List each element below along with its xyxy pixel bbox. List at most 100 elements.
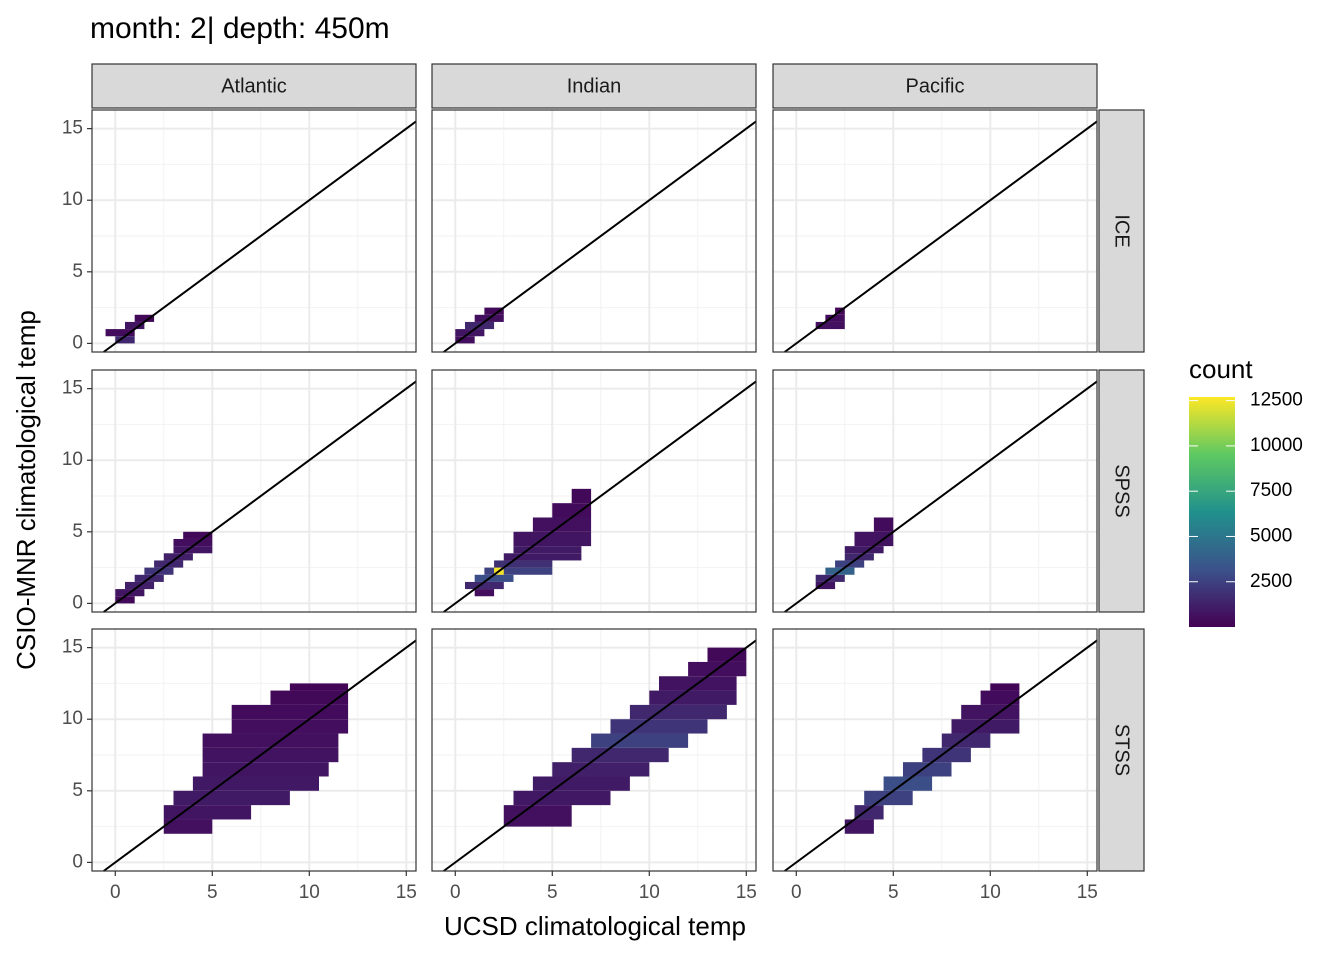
row-strip-label: STSS: [1111, 724, 1133, 776]
panel-border: [772, 369, 1098, 613]
tile: [202, 762, 329, 777]
tile: [173, 546, 213, 554]
column-strip: [431, 63, 757, 109]
y-tick-label: 10: [62, 449, 83, 470]
row-strip-label: SPSS: [1111, 464, 1133, 517]
tile: [173, 790, 290, 806]
panel-border: [431, 109, 757, 353]
tile: [571, 488, 592, 504]
tile: [513, 546, 582, 554]
column-strip-label: Atlantic: [221, 75, 287, 97]
panel-border: [91, 109, 417, 353]
tile: [961, 704, 1020, 720]
tile: [552, 762, 650, 777]
reference-line: [784, 380, 1098, 613]
y-axis-label: CSIO-MNR climatological temp: [11, 310, 41, 670]
tile: [134, 314, 155, 322]
tile: [864, 790, 913, 806]
x-tick-label: 10: [299, 882, 320, 903]
tile: [513, 531, 592, 547]
column-strip-label: Indian: [567, 75, 622, 97]
tile: [707, 647, 747, 662]
y-tick-label: 15: [62, 378, 83, 399]
tile: [484, 567, 553, 575]
tile: [474, 589, 495, 597]
tile: [464, 581, 504, 590]
colorbar-tick-label: 2500: [1250, 571, 1292, 592]
reference-line: [103, 639, 417, 872]
tile: [270, 690, 349, 705]
tile: [163, 819, 213, 834]
reference-line: [784, 639, 1098, 872]
tile: [629, 704, 727, 720]
y-tick-label: 10: [62, 708, 83, 729]
tile: [532, 776, 630, 791]
x-tick-label: 5: [547, 882, 558, 903]
legend-title: count: [1189, 354, 1253, 384]
tile: [854, 805, 884, 820]
reference-line: [784, 120, 1098, 353]
tile: [591, 733, 689, 748]
colorbar-tick-label: 5000: [1250, 525, 1292, 546]
x-tick-label: 15: [736, 882, 757, 903]
tile: [825, 314, 845, 322]
row-strip: [1098, 109, 1145, 353]
y-tick-label: 0: [72, 592, 83, 613]
tile: [552, 503, 592, 518]
x-tick-label: 15: [396, 882, 417, 903]
colorbar-tick-label: 7500: [1250, 480, 1292, 501]
row-strip: [1098, 369, 1145, 613]
reference-line: [443, 120, 757, 353]
panel-background: [92, 110, 416, 352]
tile: [202, 733, 339, 748]
y-tick-label: 15: [62, 118, 83, 139]
panel-border: [772, 109, 1098, 353]
x-tick-label: 10: [980, 882, 1001, 903]
column-strip-label: Pacific: [906, 75, 965, 97]
colorbar: [1189, 397, 1235, 627]
row-strip-label: ICE: [1111, 214, 1133, 247]
tile: [513, 790, 611, 806]
tile: [455, 336, 475, 344]
tile: [484, 307, 504, 315]
tile: [649, 690, 737, 705]
y-tick-label: 15: [62, 637, 83, 658]
tile: [202, 747, 339, 763]
panel-border: [91, 369, 417, 613]
x-tick-label: 10: [639, 882, 660, 903]
tile: [815, 321, 845, 330]
y-tick-label: 0: [72, 332, 83, 353]
row-strip: [1098, 628, 1145, 872]
tile: [105, 329, 135, 337]
panel-border: [772, 628, 1098, 872]
panel-background: [773, 110, 1097, 352]
tile: [902, 762, 952, 777]
colorbar-tick-label: 10000: [1250, 435, 1303, 456]
tile: [941, 733, 991, 748]
panel-border: [91, 628, 417, 872]
y-tick-label: 5: [72, 261, 83, 282]
tile: [124, 321, 145, 330]
colorbar-tick-label: 12500: [1250, 390, 1303, 411]
reference-line: [103, 120, 417, 353]
column-strip: [772, 63, 1098, 109]
tile: [951, 719, 1020, 734]
tile: [503, 553, 582, 561]
tile: [844, 819, 874, 834]
x-tick-label: 15: [1077, 882, 1098, 903]
tile: [854, 531, 894, 547]
tile: [192, 776, 319, 791]
tile: [494, 560, 553, 568]
reference-line: [443, 639, 757, 872]
y-tick-label: 5: [72, 780, 83, 801]
y-tick-label: 0: [72, 851, 83, 872]
tile: [173, 538, 213, 547]
tile: [163, 805, 252, 820]
tile: [980, 690, 1020, 705]
tile: [231, 719, 349, 734]
x-tick-label: 5: [207, 882, 218, 903]
y-tick-label: 5: [72, 521, 83, 542]
chart-title: month: 2| depth: 450m: [90, 12, 390, 45]
tile: [571, 747, 669, 763]
